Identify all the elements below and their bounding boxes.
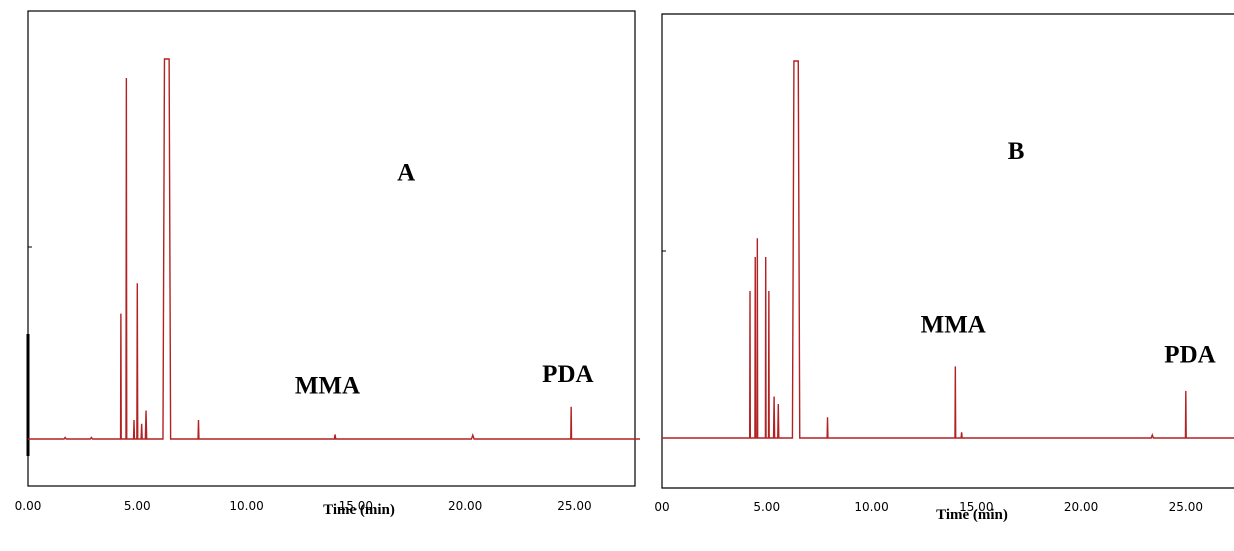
- panel-b-annotation-mma: MMA: [921, 311, 986, 338]
- panel-a-annotation-a: A: [397, 160, 415, 187]
- panel-a-chromatogram-trace: [28, 58, 640, 440]
- panel-a: 0.00 5.00 10.00 15.00 20.00 25.00 A MMA PDA Tim…: [15, 10, 640, 518]
- panel-a-x-tick-label: 5.00: [124, 499, 151, 513]
- panel-a-x-tick-label: 25.00: [557, 499, 591, 513]
- panel-b-annotation-pda: PDA: [1164, 342, 1215, 369]
- panel-a-x-axis-label: Time (min): [323, 502, 395, 518]
- panel-a-x-tick-label: 10.00: [229, 499, 263, 513]
- panel-a-x-tick-label: 15.00: [339, 499, 373, 513]
- panel-b-x-tick-label: 20.00: [1064, 500, 1098, 514]
- panel-b-x-tick-label: 5.00: [753, 500, 780, 514]
- panel-b-x-tick-label: 00: [654, 500, 669, 514]
- panel-b-x-tick-label: 15.00: [959, 500, 993, 514]
- panel-b-x-tick-label: 10.00: [854, 500, 888, 514]
- panel-b: 00 5.00 10.00 15.00 20.00 25.00 B MMA PDA Time …: [654, 13, 1234, 523]
- panel-a-x-tick-label: 0.00: [15, 499, 42, 513]
- panel-b-x-axis-label: Time (min): [936, 507, 1008, 523]
- panel-b-annotation-b: B: [1008, 138, 1025, 165]
- panel-b-x-tick-label: 25.00: [1169, 500, 1203, 514]
- panel-a-annotation-pda: PDA: [542, 361, 593, 388]
- panel-a-frame: [27, 10, 636, 487]
- panel-a-x-tick-label: 20.00: [448, 499, 482, 513]
- panel-b-frame: [661, 13, 1234, 489]
- panel-b-chromatogram-trace: [662, 60, 1234, 439]
- panel-a-annotation-mma: MMA: [295, 372, 360, 399]
